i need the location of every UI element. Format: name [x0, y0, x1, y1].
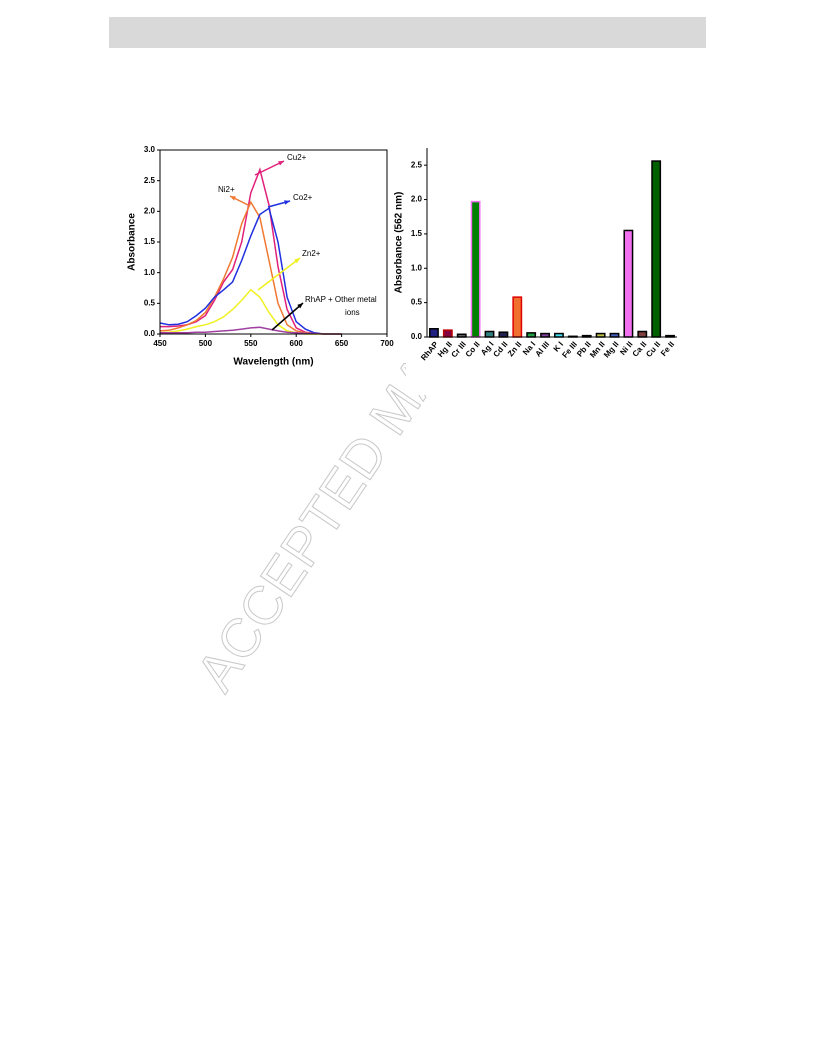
x-tick-label: 600 [290, 339, 304, 348]
x-tick-label: 500 [199, 339, 213, 348]
header-bar [109, 17, 706, 48]
y-tick-label: 1.5 [411, 229, 423, 238]
bar [651, 160, 662, 338]
arrow [257, 257, 301, 291]
plot-frame [159, 149, 388, 335]
y-axis-label: Absorbance [127, 213, 138, 271]
annotation: RhAP + Other metal [305, 295, 377, 304]
series-label: Ni2+ [218, 185, 235, 194]
y-tick-label: 1.0 [144, 268, 156, 277]
bar [554, 332, 564, 338]
arrow-head [284, 200, 290, 205]
y-tick-label: 2.0 [144, 206, 156, 215]
series-label: Co2+ [293, 193, 313, 202]
y-tick-label: 2.0 [411, 195, 423, 204]
arrow-head [230, 196, 236, 201]
spectrum-line [159, 200, 342, 335]
y-tick-label: 0.0 [144, 329, 156, 338]
spectrum-line [159, 207, 342, 335]
figure-background [406, 140, 696, 395]
bar [429, 328, 439, 338]
y-tick-label: 2.5 [144, 176, 156, 185]
bar [637, 330, 648, 338]
x-tick-label: 700 [380, 339, 394, 348]
y-axis-label: Absorbance (562 nm) [394, 192, 405, 294]
bar [609, 332, 620, 338]
arrow-head [278, 161, 284, 166]
bar [484, 330, 495, 338]
y-tick-label: 1.0 [411, 263, 423, 272]
x-tick-label: 550 [244, 339, 258, 348]
y-tick-label: 1.5 [144, 237, 156, 246]
x-tick-label: 650 [335, 339, 349, 348]
bar [540, 332, 550, 338]
annotation: ions [345, 308, 360, 317]
bar [512, 296, 523, 338]
bar [526, 332, 537, 338]
bar [623, 229, 634, 338]
bar [470, 200, 481, 338]
y-tick-label: 3.0 [144, 145, 156, 154]
series-label: Cu2+ [287, 153, 307, 162]
series-label: Zn2+ [302, 249, 321, 258]
arrow-head [297, 303, 303, 309]
y-tick-label: 0.5 [144, 298, 156, 307]
bar [498, 331, 509, 338]
arrow-head [294, 258, 300, 264]
arrow [271, 302, 304, 331]
y-tick-label: 0.5 [411, 298, 423, 307]
x-axis-label: Wavelength (nm) [233, 357, 313, 368]
y-tick-label: 2.5 [411, 160, 423, 169]
y-tick-label: 0.0 [411, 332, 423, 341]
x-tick-label: 450 [153, 339, 167, 348]
spectrum-line [160, 326, 342, 335]
bar [442, 329, 453, 338]
bar [595, 332, 606, 338]
